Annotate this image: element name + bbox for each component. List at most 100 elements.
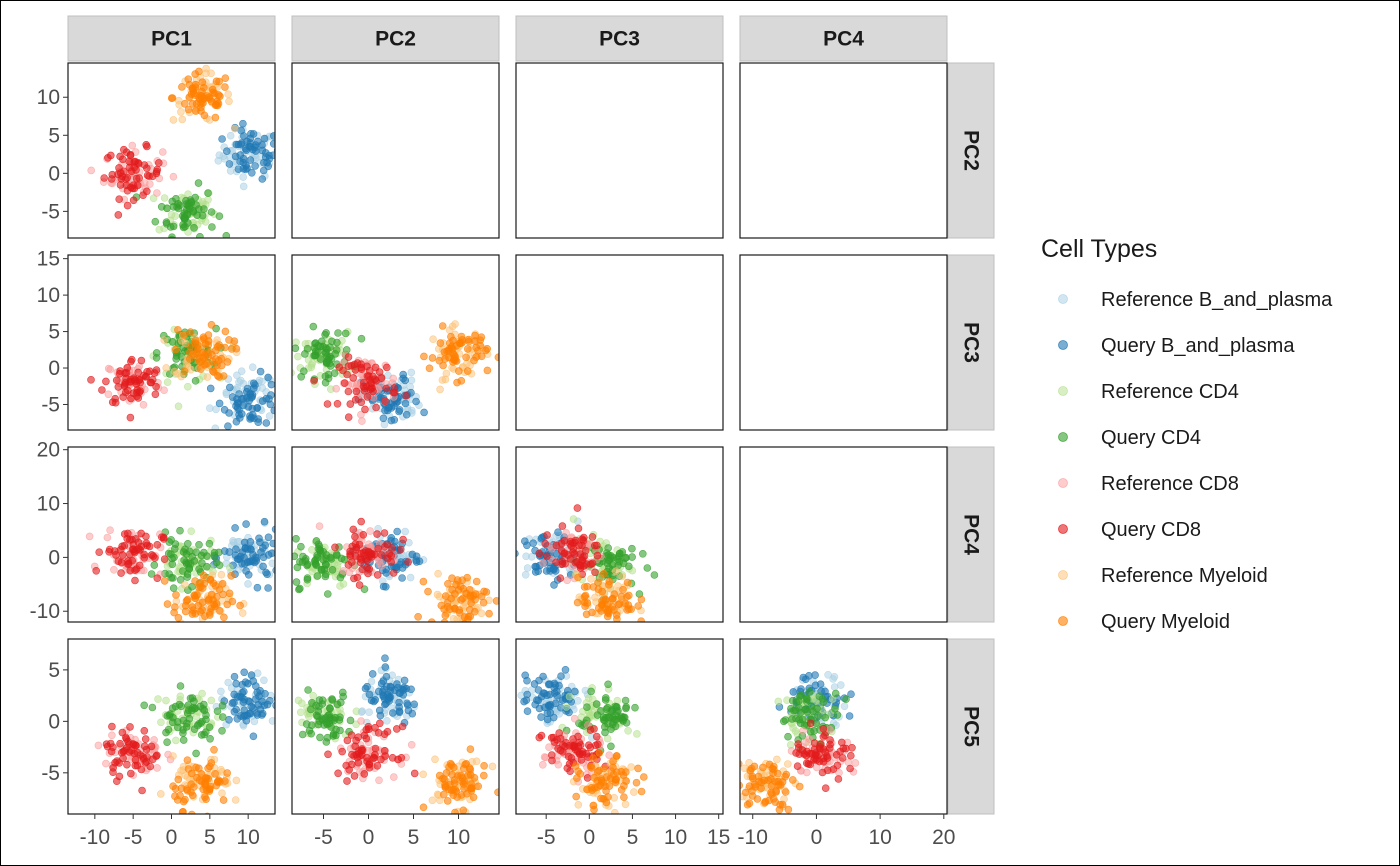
point-3: [171, 545, 179, 553]
point-0: [406, 573, 415, 582]
point-5: [114, 211, 123, 219]
point-2: [828, 695, 837, 704]
point-1: [550, 565, 558, 574]
point-7: [788, 776, 797, 784]
point-7: [747, 764, 756, 773]
point-3: [316, 546, 324, 555]
point-6: [629, 788, 638, 796]
point-1: [561, 665, 570, 674]
point-6: [611, 567, 620, 576]
point-3: [176, 526, 184, 535]
point-5: [115, 195, 123, 203]
point-5: [140, 553, 149, 562]
point-0: [522, 552, 530, 561]
point-7: [621, 599, 630, 608]
point-5: [837, 738, 846, 747]
point-5: [155, 159, 163, 167]
point-1: [215, 399, 224, 408]
point-3: [618, 712, 626, 721]
point-7: [479, 771, 488, 780]
point-1: [232, 402, 240, 410]
point-7: [186, 342, 195, 351]
legend-label: Reference CD4: [1101, 381, 1239, 403]
point-5: [123, 201, 132, 210]
point-3: [795, 697, 803, 705]
point-3: [784, 732, 792, 741]
point-1: [225, 160, 234, 168]
point-7: [772, 787, 780, 795]
point-7: [440, 775, 449, 784]
point-1: [239, 401, 247, 410]
point-3: [312, 561, 321, 570]
point-1: [551, 699, 560, 708]
point-5: [344, 387, 353, 396]
point-7: [634, 602, 643, 610]
point-4: [128, 141, 137, 150]
point-5: [331, 543, 339, 552]
point-1: [224, 422, 232, 430]
point-7: [483, 366, 492, 375]
col-strip-label: PC4: [823, 28, 864, 51]
point-5: [363, 393, 372, 401]
point-2: [304, 356, 313, 364]
col-strip-pc2: [291, 15, 500, 62]
point-7: [204, 764, 212, 773]
point-7: [761, 798, 769, 807]
point-7: [589, 583, 598, 591]
point-3: [609, 553, 617, 562]
y-tick-label: -5: [41, 762, 60, 785]
point-0: [206, 404, 214, 413]
point-0: [383, 716, 391, 725]
point-5: [347, 731, 356, 739]
point-1: [410, 700, 419, 709]
point-5: [848, 743, 856, 752]
point-7: [227, 571, 235, 580]
point-5: [121, 379, 130, 387]
point-3: [205, 723, 214, 732]
point-1: [529, 539, 538, 548]
point-1: [239, 154, 248, 163]
point-6: [218, 789, 226, 798]
point-0: [523, 564, 532, 572]
point-0: [268, 717, 275, 725]
point-5: [98, 386, 106, 394]
point-7: [573, 598, 582, 607]
point-7: [741, 788, 750, 797]
point-3: [284, 717, 291, 724]
col-strip-label: PC3: [599, 28, 640, 51]
point-0: [222, 388, 231, 397]
panel-pc2-pc5: [284, 638, 500, 815]
point-5: [382, 384, 391, 393]
point-5: [361, 405, 369, 414]
point-6: [436, 385, 444, 394]
point-1: [232, 705, 240, 714]
point-5: [392, 725, 401, 733]
point-1: [272, 701, 275, 710]
point-5: [574, 524, 583, 533]
point-5: [354, 733, 363, 742]
point-5: [137, 765, 146, 774]
point-0: [401, 527, 410, 536]
point-7: [784, 805, 793, 814]
point-0: [407, 368, 416, 377]
point-0: [248, 363, 257, 372]
point-1: [246, 537, 255, 546]
point-5: [139, 754, 148, 763]
point-3: [150, 561, 159, 569]
point-5: [548, 756, 556, 765]
point-4: [407, 740, 416, 749]
point-7: [194, 345, 202, 353]
point-7: [603, 608, 612, 616]
point-3: [612, 715, 620, 724]
point-1: [395, 406, 404, 414]
point-5: [581, 546, 590, 555]
point-3: [140, 701, 148, 710]
point-7: [221, 83, 229, 91]
point-5: [363, 563, 371, 572]
point-7: [419, 803, 428, 812]
point-5: [818, 768, 827, 777]
point-5: [387, 558, 396, 566]
point-5: [116, 152, 124, 161]
point-7: [466, 784, 475, 793]
point-7: [494, 788, 499, 797]
